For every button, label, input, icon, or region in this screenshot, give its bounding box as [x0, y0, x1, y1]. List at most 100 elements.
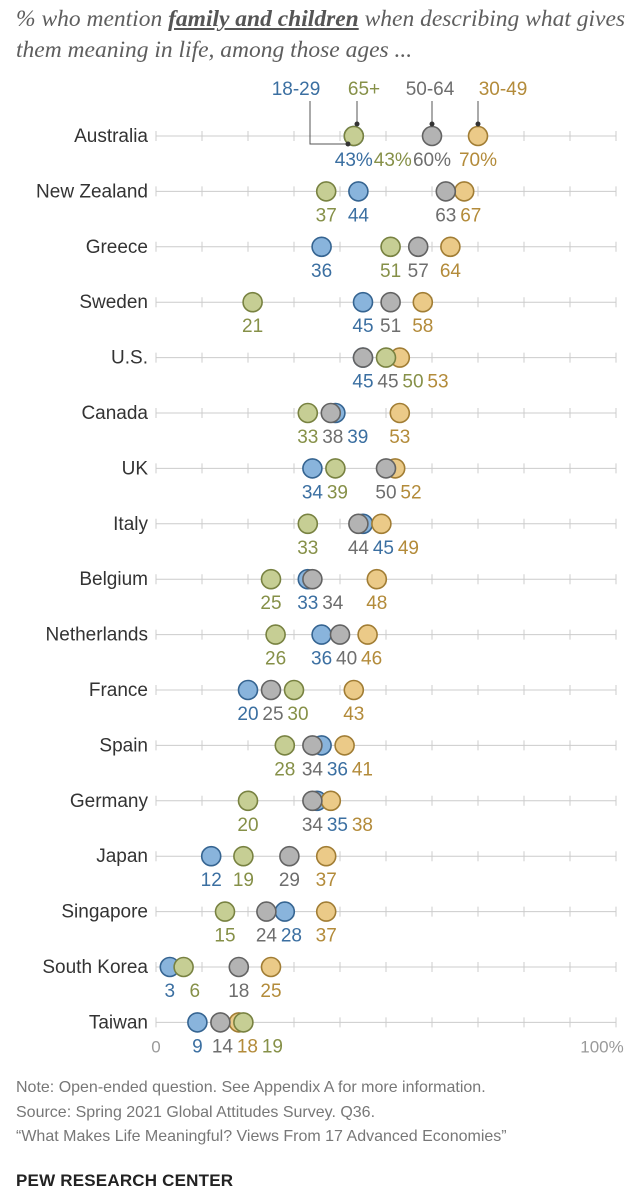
leader-18-29 [309, 101, 348, 145]
value-label-new-zealand-50-64: 63 [435, 205, 456, 226]
value-label-south-korea-50-64: 18 [228, 981, 249, 1002]
dot-greece-18-29 [311, 236, 332, 258]
dot-belgium-65- [260, 568, 282, 590]
notes: Note: Open-ended question. See Appendix … [16, 1076, 628, 1150]
value-label-south-korea-30-49: 25 [260, 981, 281, 1002]
value-label-belgium-50-64: 34 [322, 593, 344, 614]
dot-spain-30-49 [334, 735, 355, 756]
value-label-france-30-49: 43 [343, 704, 364, 725]
value-label-france-65-: 30 [287, 704, 308, 725]
value-label-italy-50-64: 44 [348, 538, 370, 559]
value-label-belgium-18-29: 33 [297, 593, 318, 614]
value-label-canada-50-64: 38 [322, 427, 343, 448]
dot-netherlands-50-64 [329, 624, 351, 645]
value-label-greece-30-49: 64 [440, 261, 462, 282]
value-label-south-korea-65-: 6 [190, 981, 201, 1002]
dot-new-zealand-18-29 [348, 181, 369, 202]
source-text: Source: Spring 2021 Global Attitudes Sur… [16, 1103, 376, 1121]
dot-new-zealand-30-49 [453, 181, 475, 202]
value-label-australia-18-29: 43% [335, 150, 373, 171]
value-label-germany-50-64: 34 [302, 815, 324, 836]
dot-spain-65- [274, 735, 296, 756]
value-label-greece-50-64: 57 [408, 261, 429, 282]
title-prefix: % who mention [16, 6, 169, 32]
dot-sweden-50-64 [380, 291, 401, 313]
dot-new-zealand-50-64 [435, 181, 457, 202]
dot-greece-50-64 [407, 236, 429, 258]
dot-sweden-65- [242, 291, 263, 313]
dot-australia-50-64 [421, 125, 443, 147]
country-label-france: France [89, 680, 148, 701]
value-label-taiwan-30-49: 18 [237, 1036, 258, 1057]
dot-singapore-50-64 [256, 901, 277, 922]
dot-canada-30-49 [389, 402, 411, 424]
country-label-south-korea: South Korea [42, 957, 148, 978]
value-label-australia-50-64: 60% [413, 150, 451, 171]
value-label-spain-18-29: 36 [327, 759, 348, 780]
brand-logo-text: PEW RESEARCH CENTER [16, 1171, 234, 1190]
value-label-japan-18-29: 12 [201, 870, 222, 891]
country-label-taiwan: Taiwan [89, 1012, 148, 1033]
value-label-u-s--65-: 50 [402, 372, 423, 393]
value-label-canada-18-29: 39 [347, 427, 368, 448]
value-label-germany-30-49: 38 [352, 815, 373, 836]
dot-belgium-50-64 [302, 568, 323, 590]
dot-germany-65- [237, 790, 259, 812]
dot-japan-50-64 [279, 845, 300, 867]
value-label-france-18-29: 20 [237, 704, 258, 725]
country-label-germany: Germany [70, 791, 149, 812]
value-label-japan-50-64: 29 [279, 870, 300, 891]
dot-singapore-30-49 [315, 901, 337, 922]
x-tick-label-100: 100% [580, 1037, 623, 1056]
value-label-france-50-64: 25 [262, 704, 283, 725]
value-label-taiwan-50-64: 14 [212, 1036, 234, 1057]
dot-sweden-18-29 [352, 291, 374, 313]
country-label-australia: Australia [74, 126, 148, 147]
value-label-australia-65-: 43% [374, 150, 412, 171]
dot-greece-65- [380, 236, 401, 258]
legend-65-: 65+ [348, 79, 380, 100]
dot-canada-65- [297, 402, 319, 424]
value-label-new-zealand-65-: 37 [316, 205, 337, 226]
leader-dot-18-29 [345, 141, 351, 147]
value-label-italy-65-: 33 [297, 538, 318, 559]
dot-canada-50-64 [320, 402, 342, 424]
value-label-netherlands-50-64: 40 [336, 649, 357, 670]
dot-singapore-18-29 [274, 901, 296, 922]
value-label-uk-18-29: 34 [302, 482, 324, 503]
title-emphasis: family and children [168, 6, 359, 32]
legend-50-64: 50-64 [406, 79, 455, 100]
dot-uk-18-29 [302, 458, 323, 479]
country-label-spain: Spain [99, 735, 148, 756]
value-label-australia-30-49: 70% [459, 150, 497, 171]
dot-italy-65- [297, 513, 319, 535]
value-label-netherlands-18-29: 36 [311, 649, 332, 670]
value-label-sweden-30-49: 58 [412, 316, 433, 337]
value-label-japan-30-49: 37 [316, 870, 337, 891]
value-label-taiwan-65-: 19 [262, 1036, 283, 1057]
dot-netherlands-18-29 [311, 624, 332, 645]
value-label-south-korea-18-29: 3 [165, 981, 176, 1002]
value-label-belgium-65-: 25 [260, 593, 281, 614]
value-label-taiwan-18-29: 9 [192, 1036, 203, 1057]
value-label-sweden-18-29: 45 [352, 316, 373, 337]
country-label-sweden: Sweden [79, 292, 148, 313]
value-label-u-s--50-64: 45 [377, 372, 398, 393]
dot-new-zealand-65- [315, 181, 337, 202]
value-label-netherlands-65-: 26 [265, 649, 286, 670]
dot-france-50-64 [260, 679, 282, 701]
value-label-singapore-18-29: 28 [281, 926, 302, 947]
value-label-netherlands-30-49: 46 [361, 649, 382, 670]
value-label-uk-30-49: 52 [400, 482, 421, 503]
value-label-greece-65-: 51 [380, 261, 401, 282]
leader-dot-50-64 [429, 121, 435, 127]
value-label-italy-30-49: 49 [398, 538, 419, 559]
note-text: Note: Open-ended question. See Appendix … [16, 1079, 486, 1096]
value-label-germany-65-: 20 [237, 815, 258, 836]
dot-france-18-29 [237, 679, 259, 701]
value-label-new-zealand-30-49: 67 [460, 205, 481, 226]
dot-south-korea-65- [173, 956, 194, 978]
value-label-italy-18-29: 45 [373, 538, 394, 559]
chart-title: % who mention family and children when d… [16, 4, 626, 66]
